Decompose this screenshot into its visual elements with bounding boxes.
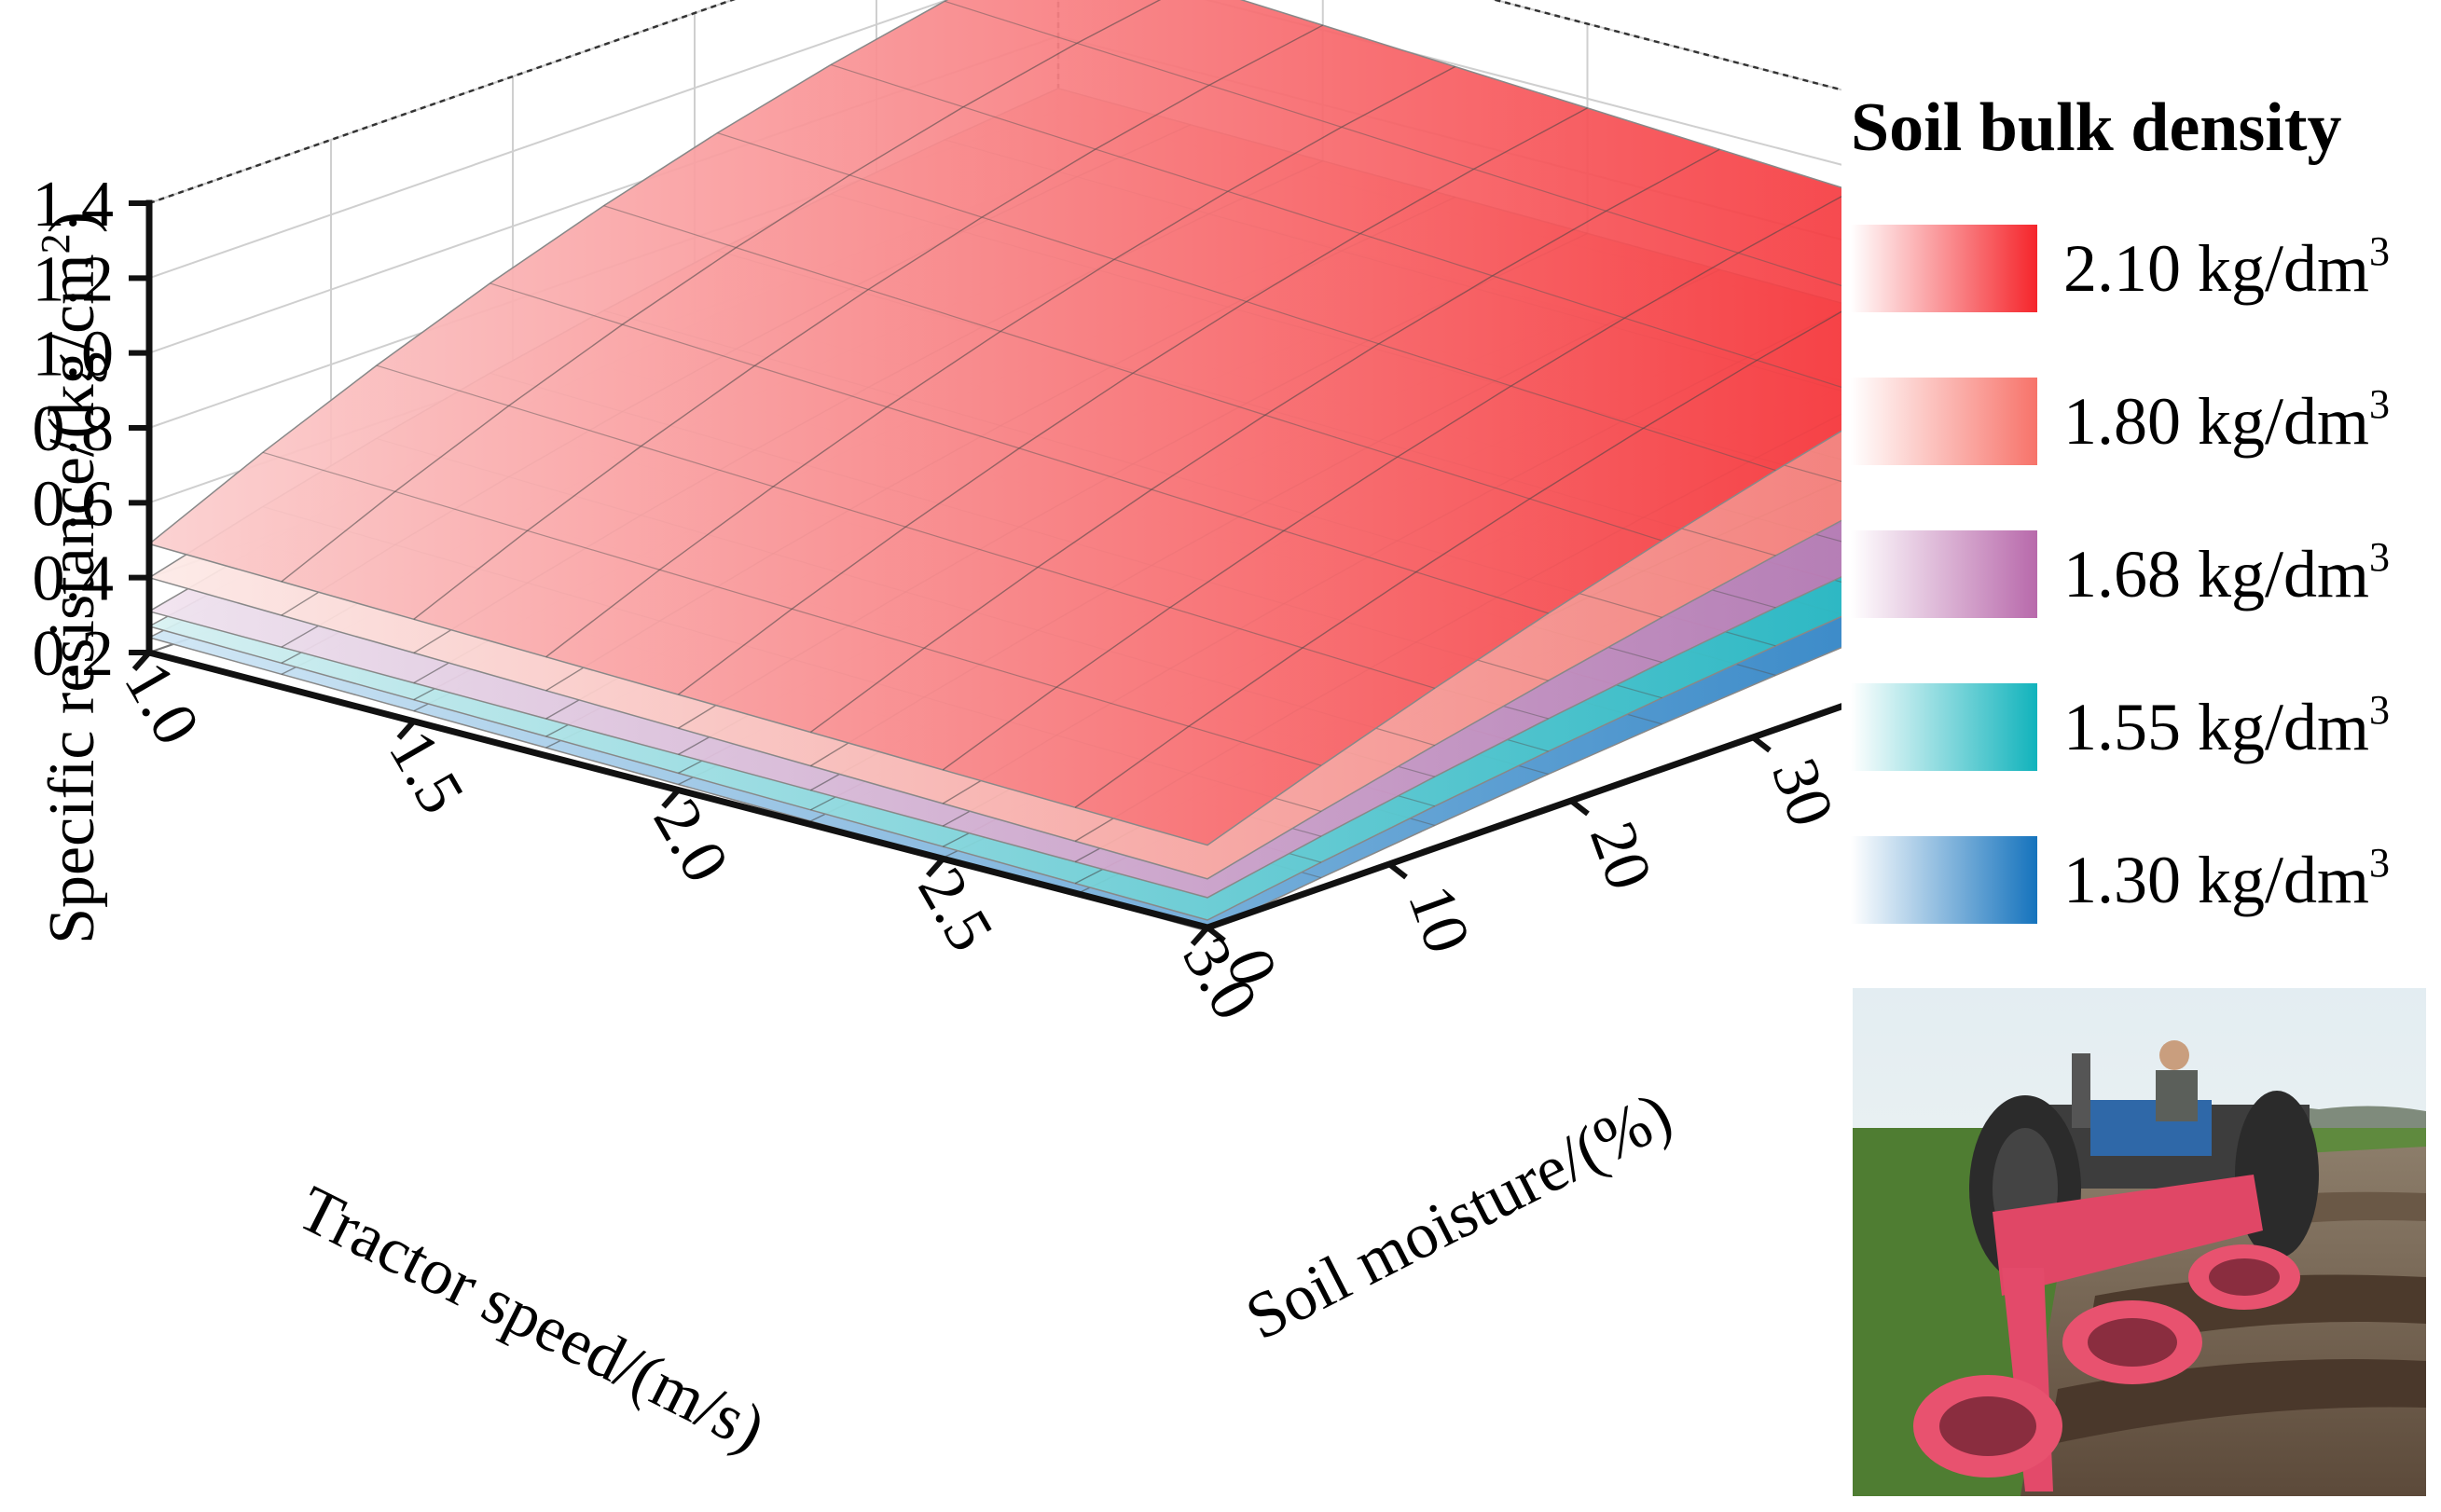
z-tick-label: 0.8 — [33, 393, 115, 465]
surface-chart: 0.20.40.60.81.01.21.41.01.52.02.53.00102… — [33, 0, 1841, 1465]
legend-swatch — [1851, 683, 2037, 771]
z-tick-label: 1.2 — [33, 243, 115, 315]
legend-swatch — [1851, 530, 2037, 618]
z-tick-label: 0.2 — [33, 618, 115, 690]
x-tick — [926, 857, 945, 878]
legend-item: 1.68 kg/dm3 — [1851, 529, 2429, 619]
legend-swatch — [1851, 836, 2037, 924]
grid-line — [148, 0, 736, 204]
mesh-line — [809, 148, 1720, 734]
mesh-line — [413, 24, 1324, 620]
mesh-line — [603, 205, 1662, 542]
legend-swatch — [1851, 378, 2037, 465]
z-tick-label: 0.4 — [33, 543, 115, 615]
surface-2.10 — [147, 0, 1841, 846]
x-tick — [661, 788, 681, 809]
y-tick — [1569, 798, 1590, 817]
y-axis-label: Soil moisture/(%) — [1235, 1079, 1683, 1354]
mesh-line — [942, 196, 1841, 771]
legend-title: Soil bulk density — [1851, 89, 2342, 166]
legend: Soil bulk density 2.10 kg/dm3 1.80 kg/dm3… — [1851, 89, 2429, 988]
legend-item: 1.30 kg/dm3 — [1851, 835, 2429, 925]
y-tick-label: 20 — [1576, 813, 1665, 899]
legend-label: 2.10 kg/dm3 — [2063, 227, 2391, 306]
x-axis-label: Tractor speed/(m/s) — [287, 1173, 776, 1465]
y-tick — [1206, 925, 1226, 943]
mesh-line — [281, 0, 1162, 583]
axes — [129, 199, 1841, 946]
mesh-line — [1074, 310, 1841, 808]
mesh-line — [831, 63, 1841, 388]
frame-edge — [1491, 0, 1841, 91]
y-tick — [1751, 735, 1772, 753]
legend-label: 1.80 kg/dm3 — [2063, 380, 2391, 459]
y-tick — [1387, 861, 1408, 880]
legend-item: 1.55 kg/dm3 — [1851, 682, 2429, 772]
z-tick-label: 1.4 — [33, 169, 115, 241]
x-tick — [131, 651, 152, 671]
grid-line — [148, 0, 950, 280]
x-tick — [396, 719, 416, 740]
z-tick-label: 0.6 — [33, 468, 115, 540]
legend-label: 1.55 kg/dm3 — [2063, 686, 2391, 764]
y-axis-line — [1203, 703, 1841, 932]
legend-item: 1.80 kg/dm3 — [1851, 377, 2429, 466]
mesh-line — [678, 107, 1588, 695]
mesh-line — [717, 131, 1776, 472]
legend-item: 2.10 kg/dm3 — [1851, 224, 2429, 313]
y-tick-label: 30 — [1758, 749, 1841, 835]
legend-swatch — [1851, 225, 2037, 312]
z-axis-label: Specific resistance/(kg/cm2) — [33, 212, 108, 944]
y-tick-label: 10 — [1394, 876, 1483, 962]
z-tick-label: 1.0 — [33, 319, 115, 391]
x-tick — [1190, 926, 1210, 946]
mesh-line — [545, 65, 1455, 658]
legend-label: 1.30 kg/dm3 — [2063, 839, 2391, 917]
legend-label: 1.68 kg/dm3 — [2063, 533, 2391, 612]
mesh-line — [944, 0, 1841, 287]
surface-fill — [147, 0, 1841, 846]
tractor-plough-photo — [1853, 988, 2426, 1496]
